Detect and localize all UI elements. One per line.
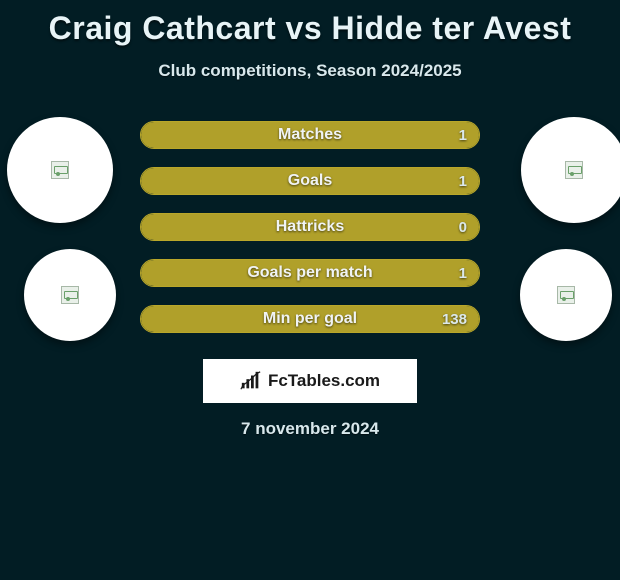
page-subtitle: Club competitions, Season 2024/2025	[0, 61, 620, 81]
broken-image-icon	[557, 286, 575, 304]
broken-image-icon	[565, 161, 583, 179]
bar-value: 1	[459, 260, 467, 286]
bar-value: 1	[459, 122, 467, 148]
bar-label: Matches	[141, 122, 479, 148]
logo-text: FcTables.com	[268, 371, 380, 391]
bars-icon	[240, 370, 262, 392]
stats-bars: Matches 1 Goals 1 Hattricks 0 Goals per …	[140, 121, 480, 333]
bar-value: 138	[442, 306, 467, 332]
comparison-stage: Matches 1 Goals 1 Hattricks 0 Goals per …	[0, 111, 620, 341]
page-date: 7 november 2024	[0, 419, 620, 439]
player-right-photo	[521, 117, 620, 223]
bar-row: Goals per match 1	[140, 259, 480, 287]
bar-row: Hattricks 0	[140, 213, 480, 241]
bar-label: Min per goal	[141, 306, 479, 332]
page-title: Craig Cathcart vs Hidde ter Avest	[0, 0, 620, 47]
bar-row: Matches 1	[140, 121, 480, 149]
bar-row: Min per goal 138	[140, 305, 480, 333]
bar-value: 1	[459, 168, 467, 194]
player-left-club-logo	[24, 249, 116, 341]
bar-row: Goals 1	[140, 167, 480, 195]
bar-label: Goals per match	[141, 260, 479, 286]
bar-value: 0	[459, 214, 467, 240]
broken-image-icon	[61, 286, 79, 304]
player-right-club-logo	[520, 249, 612, 341]
broken-image-icon	[51, 161, 69, 179]
player-left-photo	[7, 117, 113, 223]
bar-label: Hattricks	[141, 214, 479, 240]
bar-label: Goals	[141, 168, 479, 194]
logo-box: FcTables.com	[203, 359, 417, 403]
